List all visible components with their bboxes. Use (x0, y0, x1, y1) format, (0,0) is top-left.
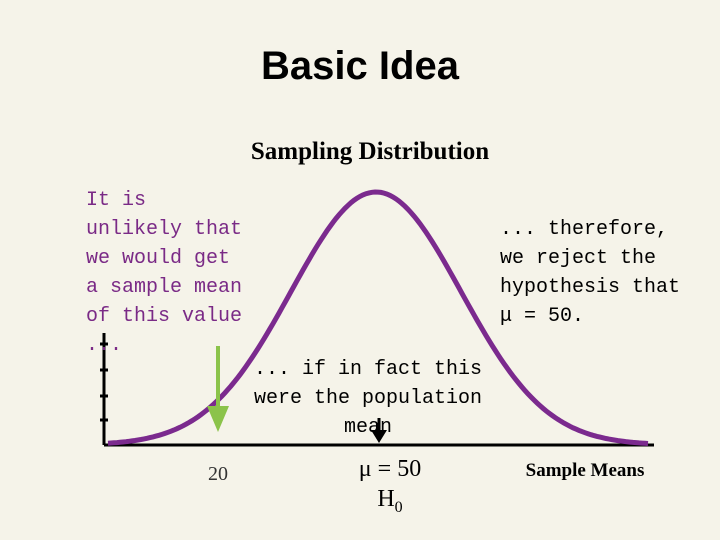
null-hypothesis-label: H0 (377, 486, 403, 516)
left-annotation: It is unlikely that we would get a sampl… (86, 189, 243, 357)
right-annotation: ... therefore, we reject the hypothesis … (500, 218, 681, 328)
tick-label-20: 20 (208, 463, 228, 485)
slide-title: Basic Idea (261, 44, 459, 88)
mean-label: μ = 50 (358, 456, 422, 482)
arrow-down-icon (207, 406, 229, 432)
chart-subtitle: Sampling Distribution (250, 138, 490, 165)
middle-annotation: ... if in fact this were the population … (253, 358, 483, 439)
arrow-down-icon (371, 430, 387, 443)
x-axis-label: Sample Means (525, 460, 645, 481)
normal-curve (107, 189, 649, 446)
